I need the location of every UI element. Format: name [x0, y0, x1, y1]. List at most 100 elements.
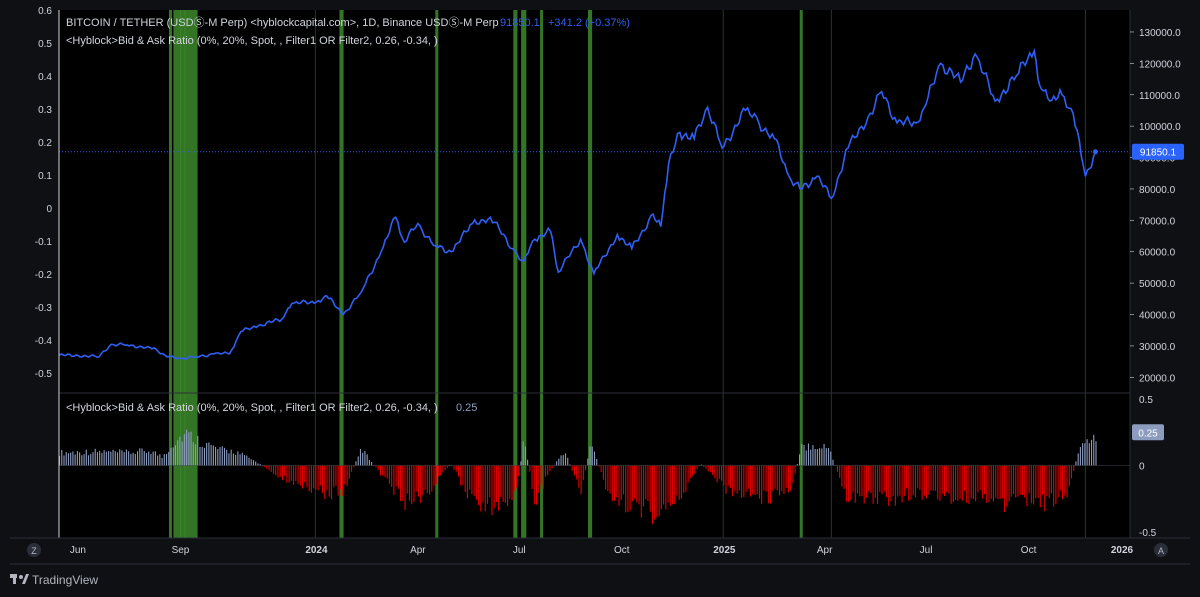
ratio-bar [335, 465, 337, 486]
zoom-button[interactable]: Z [27, 543, 41, 557]
ratio-bar [241, 452, 243, 466]
ratio-bar [239, 454, 241, 466]
ratio-bar [148, 451, 150, 466]
ratio-bar [778, 465, 781, 496]
ratio-bar [520, 461, 522, 466]
left-axis-tick: 0.1 [38, 171, 52, 182]
ratio-bar [264, 465, 266, 467]
ratio-bar [774, 465, 776, 489]
ratio-bar [1090, 439, 1093, 466]
ratio-bar [540, 465, 542, 485]
ratio-bar [246, 455, 248, 466]
ratio-bar [642, 465, 645, 507]
time-axis-label: Jul [513, 545, 526, 556]
ratio-bar [970, 465, 972, 499]
tradingview-logo-icon [10, 574, 29, 584]
ratio-bar [440, 465, 442, 476]
ratio-bar [937, 465, 939, 500]
ratio-bar [669, 465, 671, 506]
ratio-bar [752, 465, 754, 495]
price-axis-tick: 110000.0 [1139, 91, 1180, 102]
ratio-bar [70, 452, 72, 466]
ratio-bar [827, 447, 830, 466]
ratio-bar [694, 465, 696, 475]
ratio-bar [509, 465, 511, 499]
ratio-bar [899, 465, 901, 496]
ratio-bar [547, 465, 549, 476]
ratio-bar [761, 465, 763, 504]
ratio-bar [431, 465, 433, 492]
ratio-bar [587, 458, 589, 466]
ratio-bar [1004, 465, 1006, 513]
ratio-bar [422, 465, 424, 496]
ratio-bar [279, 465, 281, 477]
ratio-bar [152, 451, 154, 466]
price-axis-tick: 70000.0 [1139, 216, 1176, 227]
ratio-bar [471, 465, 473, 495]
ratio-bar [901, 465, 903, 503]
ratio-bar [170, 447, 172, 466]
ratio-bar [745, 465, 747, 492]
ratio-bar [749, 465, 752, 497]
ratio-bar [139, 448, 141, 466]
ratio-bar [914, 465, 917, 498]
ratio-bar [186, 429, 188, 466]
ratio-bar [406, 465, 408, 494]
price-axis-tick: 120000.0 [1139, 59, 1181, 70]
ratio-bar [453, 465, 455, 470]
ratio-bar [128, 451, 130, 466]
ratio-bar [498, 465, 500, 511]
ratio-bar [270, 465, 272, 472]
price-badge: 91850.1 [1132, 143, 1184, 160]
ratio-bar [1062, 465, 1064, 500]
lower-pane-legend[interactable]: <Hyblock>Bid & Ask Ratio (0%, 20%, Spot,… [66, 402, 438, 414]
ratio-bar [968, 465, 970, 504]
indicator-legend[interactable]: <Hyblock>Bid & Ask Ratio (0%, 20%, Spot,… [66, 35, 438, 47]
ratio-bar [622, 465, 625, 495]
ratio-bar [714, 465, 716, 479]
symbol-legend[interactable]: BITCOIN / TETHER (USDⓈ-M Perp) <hyblockc… [66, 16, 499, 29]
ratio-bar [573, 465, 575, 476]
ratio-bar [763, 465, 765, 491]
ratio-bar [977, 465, 979, 493]
ratio-bar [839, 465, 841, 478]
ratio-bar [1075, 461, 1077, 466]
ratio-bar [388, 465, 390, 484]
ratio-bar [116, 452, 119, 466]
ratio-bar [397, 465, 399, 489]
ratio-bar [94, 448, 96, 466]
ratio-bar [975, 465, 977, 502]
zoom-button-label: Z [31, 546, 37, 556]
ratio-bar [758, 465, 760, 499]
ratio-bar [832, 459, 834, 466]
ratio-bar [221, 446, 223, 466]
ratio-bar [299, 465, 301, 486]
ratio-bar [781, 465, 783, 492]
ratio-bar [226, 449, 228, 466]
ratio-bar [324, 465, 326, 500]
ratio-bar [689, 465, 691, 479]
ratio-bar [979, 465, 981, 491]
ratio-bar [103, 450, 105, 466]
tradingview-logo[interactable]: TradingView [10, 573, 98, 587]
ratio-bar [1088, 443, 1090, 466]
ratio-bar [174, 445, 177, 466]
ratio-bar [957, 465, 959, 501]
ratio-bar [168, 451, 170, 466]
ratio-bar [1079, 446, 1081, 466]
ratio-bar [326, 465, 328, 490]
ratio-bar [228, 453, 230, 466]
price-line [58, 47, 1097, 361]
ratio-bar [723, 465, 725, 486]
ratio-bar [293, 465, 295, 485]
ratio-bar [663, 465, 665, 505]
ratio-bar [377, 465, 379, 470]
ratio-bar [571, 465, 573, 471]
auto-scale-button[interactable]: A [1154, 543, 1168, 557]
ratio-bar [796, 464, 798, 466]
signal-band [799, 10, 803, 538]
ratio-bar [850, 465, 852, 501]
ratio-bar [892, 465, 894, 497]
ratio-bar [819, 448, 821, 466]
